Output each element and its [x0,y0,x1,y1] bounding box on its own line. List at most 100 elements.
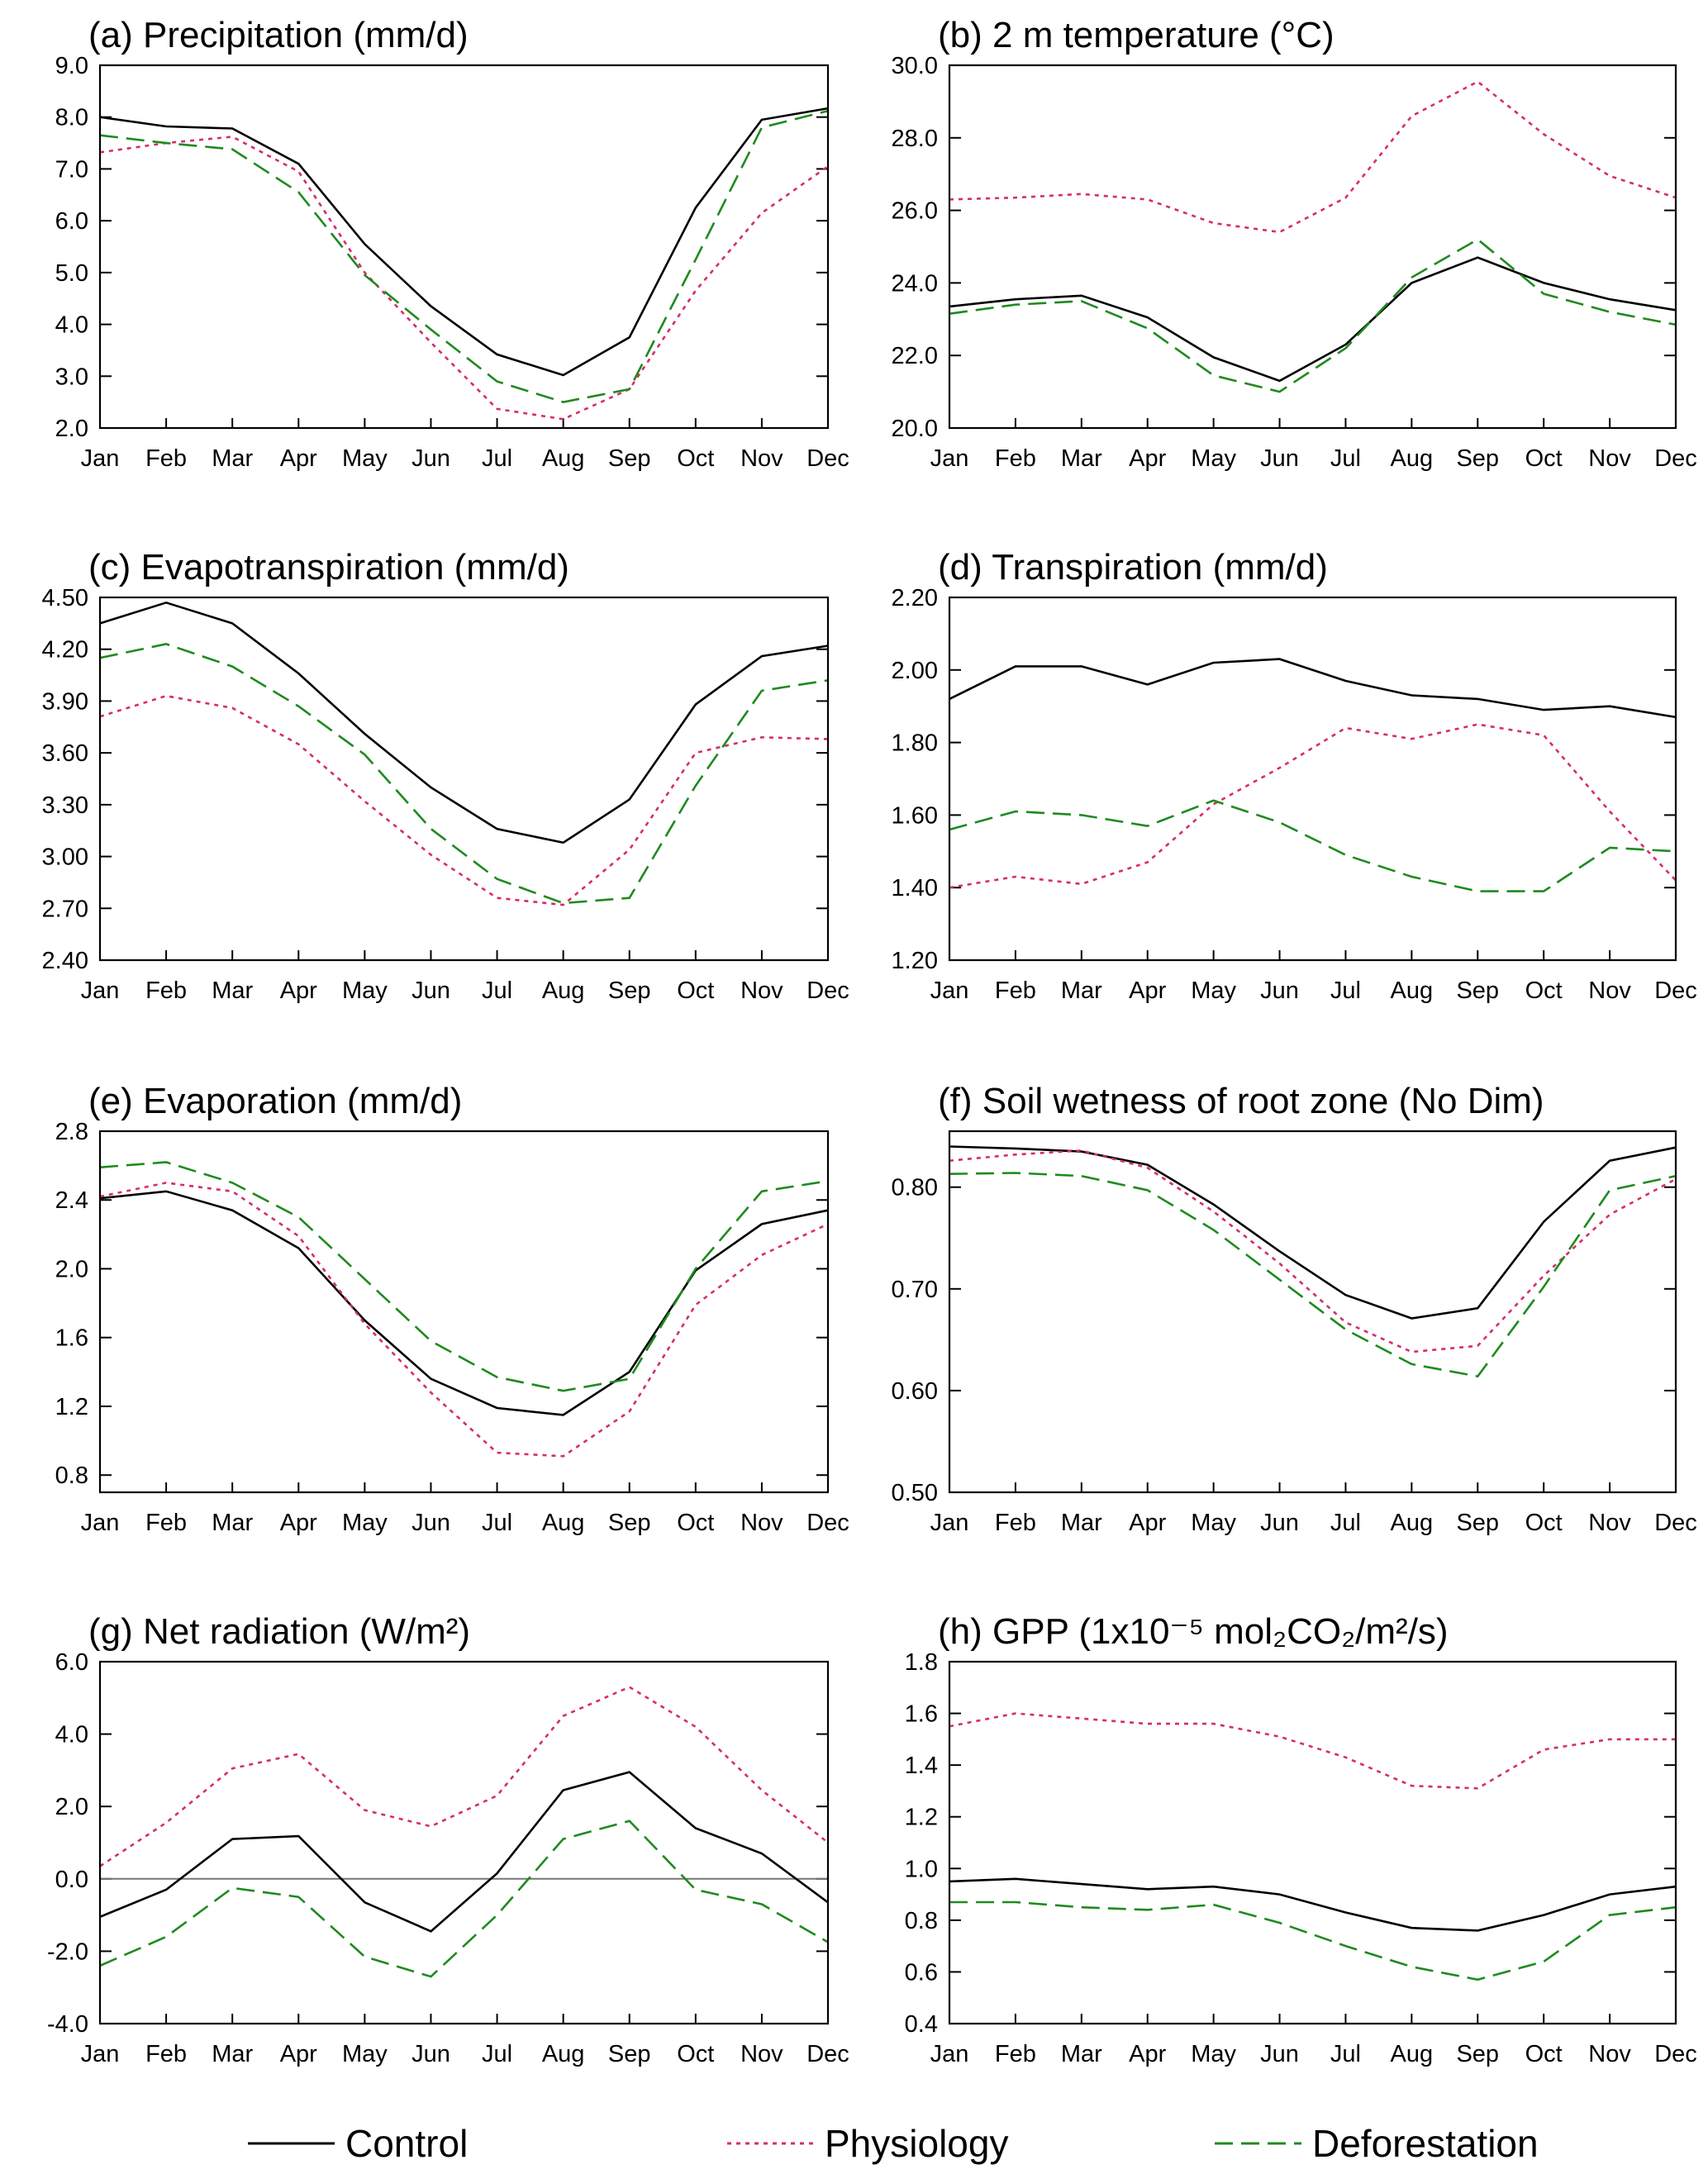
x-tick-label: Jan [81,978,120,1004]
series-line [99,601,829,844]
series-line [949,80,1677,234]
chart-title: (g) Net radiation (W/m²) [88,1611,470,1652]
x-tick-label: Jan [930,2041,969,2067]
y-tick-label: 1.6 [55,1325,88,1352]
x-tick-label: Aug [1391,445,1434,472]
y-tick-label: 3.0 [55,364,88,390]
x-tick-label: May [1191,978,1236,1004]
x-tick-label: Nov [1588,445,1631,472]
x-tick-label: Dec [1654,1510,1697,1536]
x-tick-label: Oct [677,445,714,472]
x-tick-label: Apr [280,2041,317,2067]
x-tick-label: Feb [995,2041,1036,2067]
x-tick-label: Dec [1654,978,1697,1004]
x-tick-label: Oct [1525,2041,1563,2067]
y-tick-label: 9.0 [55,53,88,79]
series-line [949,238,1677,393]
plot-frame [98,1660,830,2025]
y-tick-label: 1.60 [892,802,938,829]
y-tick-label: 3.00 [42,844,88,871]
x-tick-label: Dec [806,1510,849,1536]
legend-label: Physiology [825,2122,1008,2165]
y-tick-label: 5.0 [55,260,88,287]
y-tick-label: 22.0 [892,343,938,369]
y-tick-label: 0.6 [905,1959,938,1986]
x-tick-label: Apr [280,445,317,472]
x-tick-label: Nov [740,445,783,472]
x-tick-label: Feb [145,445,187,472]
x-tick-label: Oct [677,1510,714,1536]
plot-frame [948,1660,1677,2025]
series-line [99,694,829,906]
y-tick-label: 1.80 [892,730,938,757]
y-tick-label: 24.0 [892,270,938,297]
y-tick-label: 0.80 [892,1175,938,1201]
x-tick-label: Dec [1654,445,1697,472]
y-tick-label: 2.8 [55,1119,88,1145]
x-tick-label: Apr [1129,1510,1166,1536]
y-tick-label: 3.60 [42,740,88,767]
x-tick-label: Oct [677,2041,714,2067]
x-tick-label: Nov [740,2041,783,2067]
series-line [99,643,829,905]
x-tick-label: Mar [1061,445,1102,472]
series-line [99,1161,829,1392]
y-tick-label: 0.8 [55,1463,88,1489]
x-tick-label: Nov [1588,1510,1631,1536]
x-tick-label: Apr [280,978,317,1004]
y-tick-label: 2.70 [42,896,88,922]
y-tick-label: 26.0 [892,198,938,225]
x-tick-label: Feb [145,978,187,1004]
x-tick-label: Jul [482,445,512,472]
y-tick-label: 2.4 [55,1187,88,1214]
x-tick-label: Sep [608,1510,651,1536]
y-tick-label: 1.40 [892,875,938,901]
x-tick-label: Feb [995,445,1036,472]
x-tick-label: Oct [1525,445,1563,472]
series-line [949,658,1677,719]
y-tick-label: 1.2 [55,1394,88,1420]
series-line [949,1145,1677,1320]
x-tick-label: Sep [608,978,651,1004]
legend-label: Deforestation [1312,2122,1539,2165]
x-tick-label: Aug [542,978,585,1004]
x-tick-label: Jan [81,1510,120,1536]
x-tick-label: Jun [1260,2041,1299,2067]
y-tick-label: 0.50 [892,1480,938,1506]
y-tick-label: 4.0 [55,312,88,339]
y-tick-label: 1.4 [905,1753,938,1779]
y-tick-label: 0.8 [905,1908,938,1934]
series-line [99,107,829,377]
series-line [949,1877,1677,1932]
x-tick-label: Sep [608,445,651,472]
x-tick-label: May [1191,445,1236,472]
x-tick-label: Apr [280,1510,317,1536]
x-tick-label: Jun [412,978,450,1004]
y-tick-label: -4.0 [47,2011,88,2038]
y-tick-label: 7.0 [55,156,88,183]
x-tick-label: Dec [806,2041,849,2067]
x-tick-label: Jul [482,2041,512,2067]
x-tick-label: Feb [995,978,1036,1004]
y-tick-label: 1.0 [905,1856,938,1882]
series-line [99,1771,829,1933]
y-tick-label: 4.0 [55,1722,88,1748]
y-tick-label: -2.0 [47,1939,88,1965]
x-tick-label: Jun [1260,978,1299,1004]
x-tick-label: Aug [542,445,585,472]
x-tick-label: May [342,978,388,1004]
x-tick-label: Nov [1588,978,1631,1004]
x-tick-label: Sep [1456,1510,1499,1536]
chart-title: (e) Evaporation (mm/d) [88,1081,462,1121]
y-tick-label: 6.0 [55,1649,88,1676]
x-tick-label: Dec [806,445,849,472]
chart-title: (f) Soil wetness of root zone (No Dim) [938,1081,1544,1121]
chart-title: (h) GPP (1x10⁻⁵ mol₂CO₂/m²/s) [938,1611,1449,1652]
x-tick-label: Jul [1330,2041,1361,2067]
x-tick-label: Jun [412,2041,450,2067]
x-tick-label: May [342,1510,388,1536]
x-tick-label: Dec [1654,2041,1697,2067]
x-tick-label: May [1191,2041,1236,2067]
y-tick-label: 30.0 [892,53,938,79]
